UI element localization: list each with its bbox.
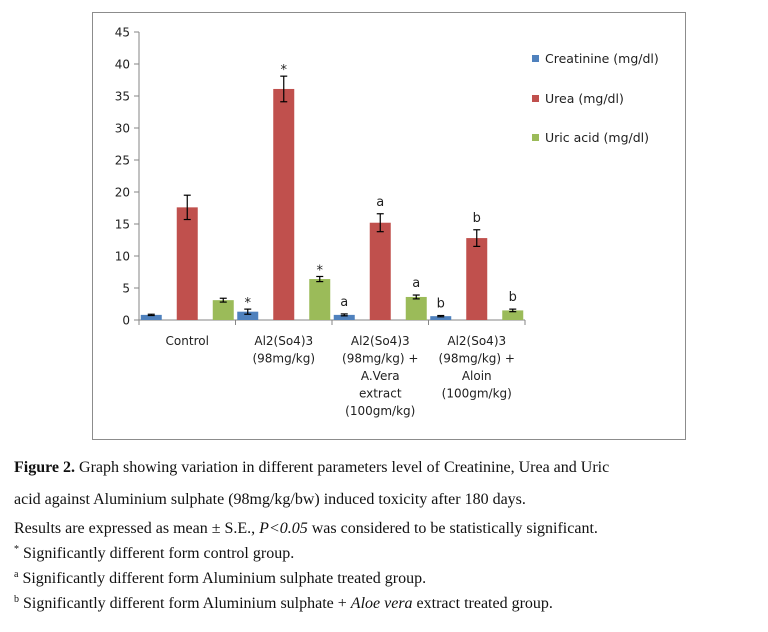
chart-annotations: * a b * a b * a b [245,63,517,311]
bar [502,310,524,320]
x-tick-label: (100gm/kg) [345,404,415,418]
footnote-aloe-text-post: extract treated group. [412,595,553,612]
x-tick-label: extract [359,387,402,401]
y-tick-label: 20 [115,186,130,200]
bar [273,88,295,321]
legend-swatch [532,95,539,102]
legend-swatch [532,55,539,62]
y-tick-label: 30 [115,122,130,136]
x-tick-label: (98mg/kg) + [439,352,515,366]
y-tick-label: 10 [115,250,130,264]
significance-mark: a [376,195,384,210]
bar [369,222,391,320]
bar [309,279,331,320]
y-tick-label: 35 [115,90,130,104]
significance-mark: b [437,297,445,312]
bar [466,238,488,320]
x-tick-label: Al2(So4)3 [351,334,410,348]
chart-frame: 0 5 10 15 20 25 30 35 40 45 * a b * a b * a b Control Al2(… [92,12,686,440]
significance-mark: b [473,211,481,226]
caption-title-line2: acid against Aluminium sulphate (98mg/kg… [14,491,526,508]
results-pre: Results are expressed as mean ± S.E., [14,520,260,537]
figure-caption: Figure 2. Graph showing variation in dif… [14,452,759,616]
chart-legend: Creatinine (mg/dl) Urea (mg/dl) Uric acid … [532,51,659,145]
legend-label: Creatinine (mg/dl) [545,51,659,66]
footnote-aloe-italic: Aloe vera [350,595,413,612]
significance-mark: a [340,295,348,310]
x-tick-label: Al2(So4)3 [254,334,313,348]
footnote-control: * Significantly different form control g… [14,541,759,566]
x-tick-label: Aloin [462,369,492,383]
legend-label: Uric acid (mg/dl) [545,130,649,145]
footnote-aluminium-text: Significantly different form Aluminium s… [18,570,427,587]
x-tick-label: (100gm/kg) [442,387,512,401]
results-post: was considered to be statistically signi… [307,520,598,537]
x-tick-label: Al2(So4)3 [447,334,506,348]
caption-title-line1: Graph showing variation in different par… [75,459,610,476]
chart-bars [140,88,524,321]
chart-axes: 0 5 10 15 20 25 30 35 40 45 [115,26,526,328]
significance-mark: a [412,276,420,291]
footnote-control-text: Significantly different form control gro… [19,545,295,562]
significance-mark: * [317,263,324,278]
bar [405,296,427,320]
footnote-mark-a: a [14,569,19,580]
figure-label: Figure 2. [14,459,76,476]
footnote-aloe: b Significantly different form Aluminium… [14,591,759,616]
x-tick-label: Control [166,334,209,348]
y-tick-label: 0 [122,314,130,328]
p-value: P<0.05 [259,520,308,537]
significance-mark: * [281,63,288,78]
significance-mark: * [245,296,252,311]
footnote-mark-b: b [14,594,19,605]
bar-chart: 0 5 10 15 20 25 30 35 40 45 * a b * a b * a b Control Al2(… [115,26,659,419]
chart-error-bars [147,75,517,318]
x-tick-label: A.Vera [361,369,400,383]
y-tick-label: 25 [115,154,130,168]
bar [212,300,234,320]
legend-label: Urea (mg/dl) [545,91,624,106]
bar [237,311,259,320]
x-tick-label: (98mg/kg) [252,352,315,366]
bar [430,316,452,320]
bar [140,314,162,320]
significance-mark: b [509,290,517,305]
footnote-mark-star: * [14,544,19,555]
y-tick-label: 5 [122,282,130,296]
caption-title: Figure 2. Graph showing variation in dif… [14,452,759,484]
x-tick-label: (98mg/kg) + [342,352,418,366]
y-tick-label: 15 [115,218,130,232]
legend-swatch [532,134,539,141]
footnote-aloe-text-pre: Significantly different form Aluminium s… [19,595,351,612]
y-tick-label: 45 [115,26,130,40]
bar [333,314,355,320]
y-tick-label: 40 [115,58,130,72]
footnote-aluminium: a Significantly different form Aluminium… [14,566,759,591]
chart-x-labels: Control Al2(So4)3 (98mg/kg) Al2(So4)3 (98mg/… [166,334,515,418]
results-note: Results are expressed as mean ± S.E., P<… [14,516,759,541]
bar [176,207,198,320]
